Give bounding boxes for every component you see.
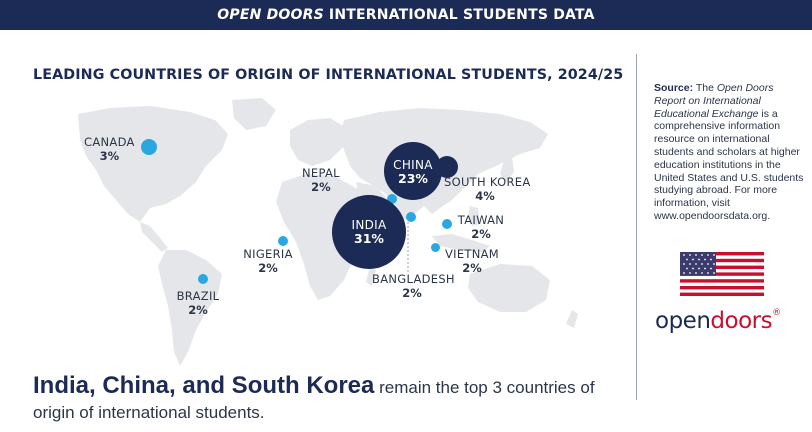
central-america-shape: [140, 222, 168, 252]
header-banner: OPEN DOORS INTERNATIONAL STUDENTS DATA: [0, 0, 812, 30]
summary-text: India, China, and South Korea remain the…: [33, 374, 633, 426]
label-bangladesh: BANGLADESH 2%: [372, 272, 455, 300]
label-india: INDIA 31%: [351, 218, 387, 246]
vietnam-dot: [431, 243, 440, 252]
india-bubble: [332, 195, 406, 269]
label-canada: CANADA 3%: [84, 135, 135, 163]
greenland-shape: [232, 98, 276, 130]
summary-rest: remain the top 3 countries of origin of …: [33, 378, 595, 422]
source-body: is a comprehensive information resource …: [654, 107, 804, 222]
canada-dot: [141, 139, 157, 155]
taiwan-dot: [442, 219, 452, 229]
south-korea-bubble: [436, 156, 458, 178]
label-brazil: BRAZIL 2%: [176, 289, 220, 317]
logo-registered-mark: ®: [772, 308, 781, 318]
us-flag-icon: [680, 252, 764, 296]
logo-doors: doors: [710, 308, 773, 334]
bangladesh-connector: [407, 222, 409, 272]
source-label: Source:: [654, 82, 694, 94]
north-america-shape: [78, 106, 228, 222]
japan-shape: [500, 156, 514, 182]
europe-shape: [290, 118, 346, 166]
label-nigeria: NIGERIA 2%: [243, 247, 293, 275]
bangladesh-dot: [406, 212, 416, 222]
summary-bold: India, China, and South Korea: [33, 372, 375, 399]
label-china: CHINA 23%: [393, 158, 433, 186]
world-map: [78, 98, 578, 366]
vertical-divider: [636, 54, 637, 400]
label-south-korea: SOUTH KOREA 4%: [444, 175, 531, 203]
source-note: Source: The Open Doors Report on Interna…: [654, 82, 804, 223]
chart-heading: LEADING COUNTRIES OF ORIGIN OF INTERNATI…: [33, 67, 624, 83]
china-bubble: [384, 142, 442, 200]
logo-open: open: [655, 308, 711, 334]
label-taiwan: TAIWAN 2%: [457, 213, 505, 241]
indonesia-shape: [432, 234, 490, 252]
header-title: INTERNATIONAL STUDENTS DATA: [328, 7, 595, 23]
label-vietnam: VIETNAM 2%: [444, 247, 500, 275]
new-zealand-shape: [566, 310, 578, 328]
australia-shape: [468, 264, 550, 312]
brazil-dot: [198, 274, 208, 284]
madagascar-shape: [366, 266, 376, 286]
nigeria-dot: [278, 236, 288, 246]
source-report-title: Open Doors Report on International Educa…: [654, 82, 774, 120]
philippines-shape: [468, 206, 480, 226]
header-title-italic: OPEN DOORS: [217, 7, 324, 23]
source-the: The: [695, 82, 714, 94]
label-nepal: NEPAL 2%: [302, 166, 340, 194]
nepal-dot: [387, 194, 397, 204]
opendoors-logo: opendoors®: [655, 308, 781, 334]
